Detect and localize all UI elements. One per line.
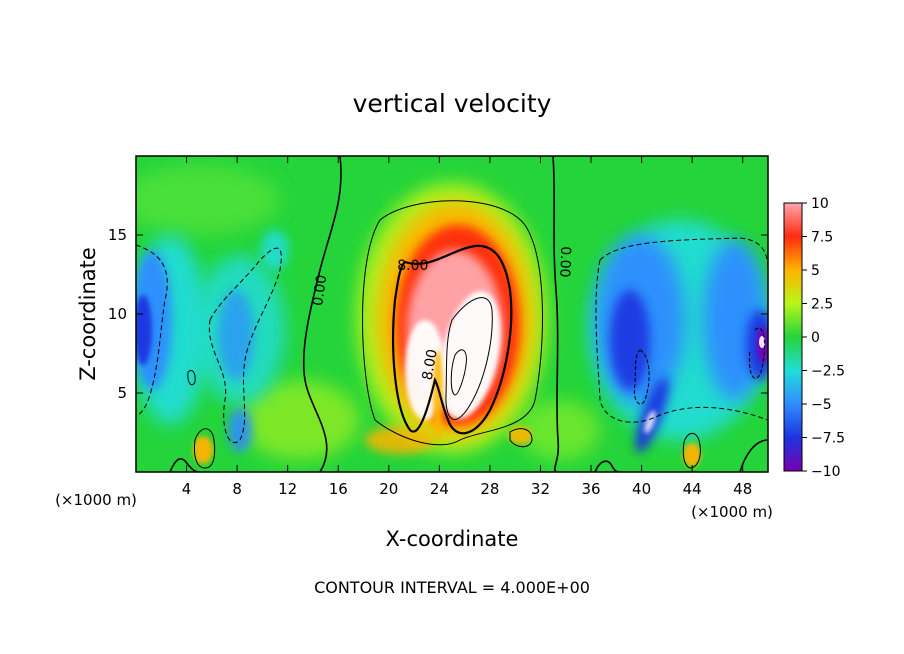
colorbar-tick-label: −7.5 (811, 431, 845, 447)
x-tick-label: 12 (278, 480, 297, 498)
colorbar-tick-label: 7.5 (811, 230, 833, 246)
contour-line (187, 369, 196, 386)
contour-line (445, 297, 493, 420)
contour-line (208, 247, 282, 443)
field-region (136, 165, 280, 235)
field-region (240, 380, 360, 460)
contour-label: 0.00 (310, 274, 330, 307)
x-tick-label: 32 (531, 480, 550, 498)
field-region (644, 410, 656, 434)
colorbar-ticks: 10 7.5 5 2.5 0 −2.5 −5 −7.5 −10 (802, 196, 845, 480)
colorbar-tick-label: 5 (811, 263, 820, 279)
x-tick-label: 8 (232, 480, 242, 498)
field-region (520, 400, 600, 460)
contour-line (749, 327, 765, 379)
chart-title: vertical velocity (353, 89, 552, 118)
field-region (439, 291, 501, 419)
x-unit-right: (×1000 m) (691, 503, 773, 521)
x-tick-label: 20 (379, 480, 398, 498)
x-axis-ticks: 4 8 12 16 20 24 28 32 36 40 44 48 (182, 156, 752, 498)
x-tick-label: 16 (329, 480, 348, 498)
field-region (228, 408, 252, 452)
contour-line (595, 259, 768, 423)
contour-line (509, 428, 533, 448)
contour-line (682, 432, 701, 469)
y-tick-label: 15 (108, 226, 127, 244)
contour-label: 0.00 (556, 246, 573, 278)
y-axis-label: Z-coordinate (76, 247, 100, 381)
x-axis-label: X-coordinate (386, 527, 519, 551)
x-tick-label: 48 (733, 480, 752, 498)
y-tick-label: 10 (108, 305, 127, 323)
contour-line (599, 237, 768, 271)
colorbar-tick-label: 0 (811, 330, 820, 346)
contour-line (362, 200, 544, 446)
contour-line (552, 156, 560, 472)
x-tick-label: 36 (581, 480, 600, 498)
contour-line (633, 349, 650, 405)
contour-label: 8.00 (397, 258, 428, 274)
colorbar-tick-label: 10 (811, 196, 829, 212)
y-tick-label: 5 (117, 384, 127, 402)
field-region (433, 350, 443, 440)
contour-interval-note: CONTOUR INTERVAL = 4.000E+00 (314, 578, 590, 597)
colorbar-tick-label: 2.5 (811, 297, 833, 313)
contour-line (136, 244, 168, 416)
field-region (610, 290, 650, 390)
colorbar-tick-label: −2.5 (811, 364, 845, 380)
field-region (683, 443, 701, 467)
contour-label: 8.00 (420, 348, 441, 381)
contour-line (739, 439, 768, 472)
x-tick-label: 40 (632, 480, 651, 498)
colorbar-tick-label: −5 (811, 397, 832, 413)
y-axis-ticks: 5 10 15 (108, 226, 768, 402)
x-tick-label: 44 (683, 480, 702, 498)
contour-line (302, 156, 342, 472)
colorbar-tick-label: −10 (811, 464, 841, 480)
contour-line (450, 349, 467, 396)
x-tick-label: 28 (480, 480, 499, 498)
contour-line (392, 244, 513, 435)
field-region (193, 436, 213, 464)
field-region (218, 290, 254, 380)
x-tick-label: 24 (430, 480, 449, 498)
field-region (136, 295, 152, 365)
velocity-field (136, 156, 768, 472)
x-tick-label: 4 (182, 480, 192, 498)
field-region (759, 336, 765, 348)
contour-line (193, 428, 216, 469)
x-unit-left: (×1000 m) (55, 491, 137, 509)
colorbar (783, 202, 803, 472)
field-region (261, 230, 289, 270)
field-region (365, 426, 435, 454)
contour-labels: 8.00 0.00 0.00 8.00 (310, 246, 573, 382)
